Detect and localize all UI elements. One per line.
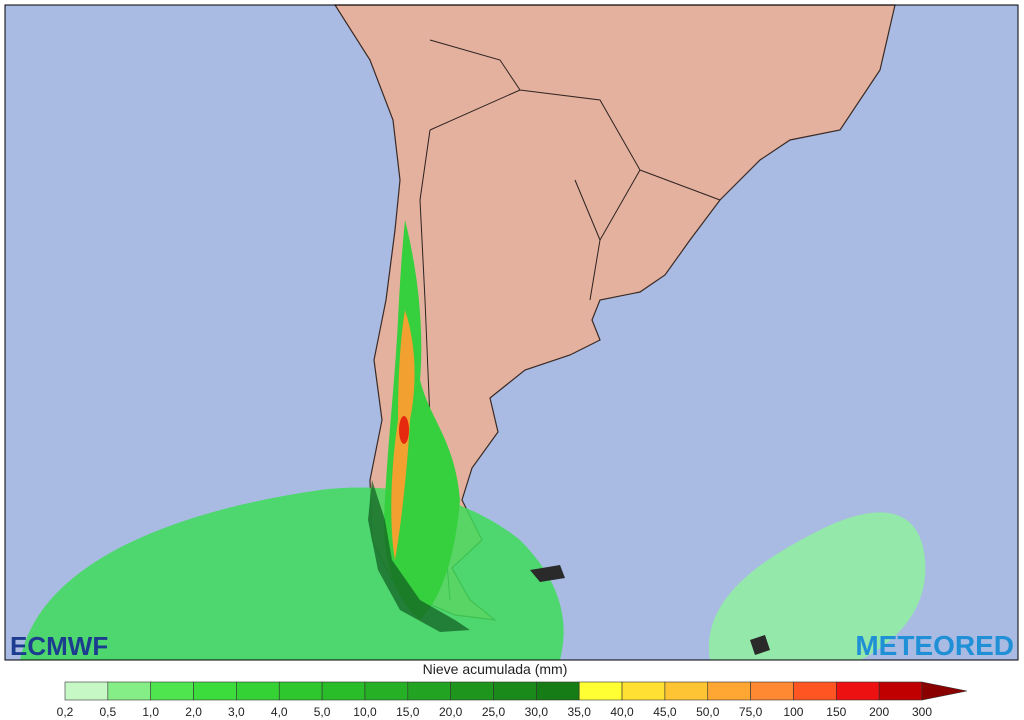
colorbar-box — [364, 681, 409, 701]
colorbar-box — [578, 681, 623, 701]
fjords — [368, 480, 470, 632]
colorbar-box — [536, 681, 580, 701]
colorbar-label: 100 — [783, 705, 803, 719]
colorbar-label: 150 — [826, 705, 846, 719]
colorbar-label: 2,0 — [185, 705, 202, 719]
colorbar-label: 15,0 — [396, 705, 420, 719]
logo-meteored: METEORED — [855, 630, 1014, 661]
colorbar-label: 45,0 — [653, 705, 677, 719]
colorbar-box — [493, 681, 537, 701]
borders — [429, 39, 721, 301]
colorbar-label: 4,0 — [271, 705, 288, 719]
colorbar-box — [835, 681, 880, 701]
colorbar-box — [450, 681, 494, 701]
colorbar-label: 0,2 — [57, 705, 74, 719]
colorbar-arrow — [921, 681, 968, 701]
colorbar-box — [193, 681, 237, 701]
colorbar-box — [64, 681, 109, 701]
land — [333, 4, 896, 621]
colorbar-box — [407, 681, 451, 701]
snow-max — [399, 416, 409, 444]
colorbar-label: 35,0 — [568, 705, 592, 719]
map-frame — [4, 4, 1019, 661]
colorbar-box — [150, 681, 194, 701]
colorbar-box — [750, 681, 794, 701]
colorbar-box — [664, 681, 709, 701]
colorbar-label: 20,0 — [439, 705, 463, 719]
colorbar-label: 1,0 — [142, 705, 159, 719]
logo-ecmwf: ECMWF — [10, 631, 108, 661]
colorbar-box — [621, 681, 666, 701]
colorbar-box — [793, 681, 837, 701]
colorbar-box — [107, 681, 151, 701]
snow-andes — [384, 220, 460, 620]
colorbar-box — [707, 681, 751, 701]
colorbar-label: 3,0 — [228, 705, 245, 719]
colorbar-box — [321, 681, 366, 701]
colorbar-box — [236, 681, 280, 701]
colorbar-label: 40,0 — [610, 705, 634, 719]
colorbar-label: 300 — [912, 705, 932, 719]
colorbar: 0,2 0,5 1,0 2,0 3,0 4,0 5,0 10,0 15,0 20,0 25,0 30,… — [57, 681, 968, 719]
colorbar-label: 25,0 — [482, 705, 506, 719]
colorbar-label: 30,0 — [525, 705, 549, 719]
colorbar-label: 5,0 — [314, 705, 331, 719]
snow-south-atlantic — [708, 512, 926, 660]
colorbar-label: 200 — [869, 705, 889, 719]
islands — [530, 565, 770, 655]
colorbar-box — [278, 681, 323, 701]
colorbar-label: 0,5 — [100, 705, 117, 719]
colorbar-label: 50,0 — [696, 705, 720, 719]
colorbar-box — [878, 681, 923, 701]
colorbar-label: 10,0 — [353, 705, 377, 719]
legend-title: Nieve acumulada (mm) — [423, 661, 568, 677]
colorbar-label: 75,0 — [739, 705, 763, 719]
